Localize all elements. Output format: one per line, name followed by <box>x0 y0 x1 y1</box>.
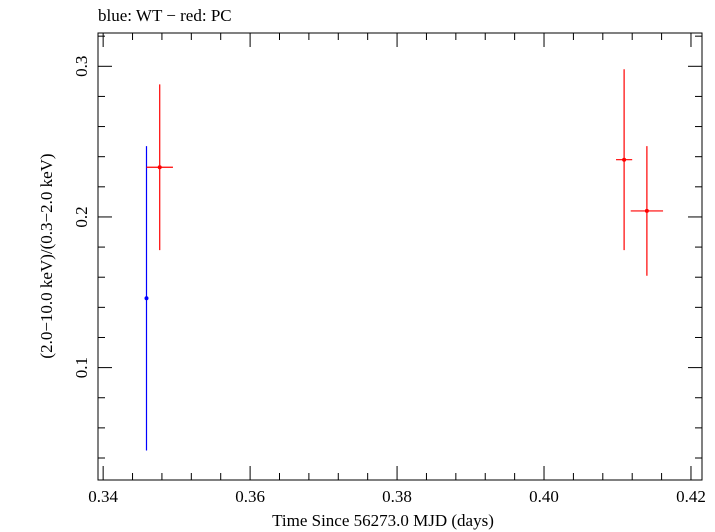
x-tick-label: 0.36 <box>235 487 265 506</box>
chart-title: blue: WT − red: PC <box>98 6 232 25</box>
data-point <box>644 208 649 213</box>
y-tick-label: 0.1 <box>72 357 91 378</box>
axis-ticks <box>98 33 702 480</box>
data-marks <box>144 69 664 451</box>
y-tick-label: 0.2 <box>72 206 91 227</box>
y-tick-label: 0.3 <box>72 56 91 77</box>
x-tick-label: 0.38 <box>382 487 412 506</box>
x-tick-label: 0.42 <box>676 487 706 506</box>
axis-tick-labels: 0.34 0.36 0.38 0.40 0.42 0.1 0.2 0.3 <box>72 56 706 506</box>
y-axis-label: (2.0−10.0 keV)/(0.3−2.0 keV) <box>37 153 56 358</box>
series-wt <box>144 146 149 451</box>
x-tick-label: 0.40 <box>529 487 559 506</box>
plot-frame <box>97 32 703 481</box>
data-point <box>157 165 162 170</box>
series-pc <box>146 69 664 276</box>
x-tick-label: 0.34 <box>88 487 118 506</box>
x-axis-label: Time Since 56273.0 MJD (days) <box>272 511 494 530</box>
data-point <box>622 157 627 162</box>
data-point <box>144 296 149 301</box>
